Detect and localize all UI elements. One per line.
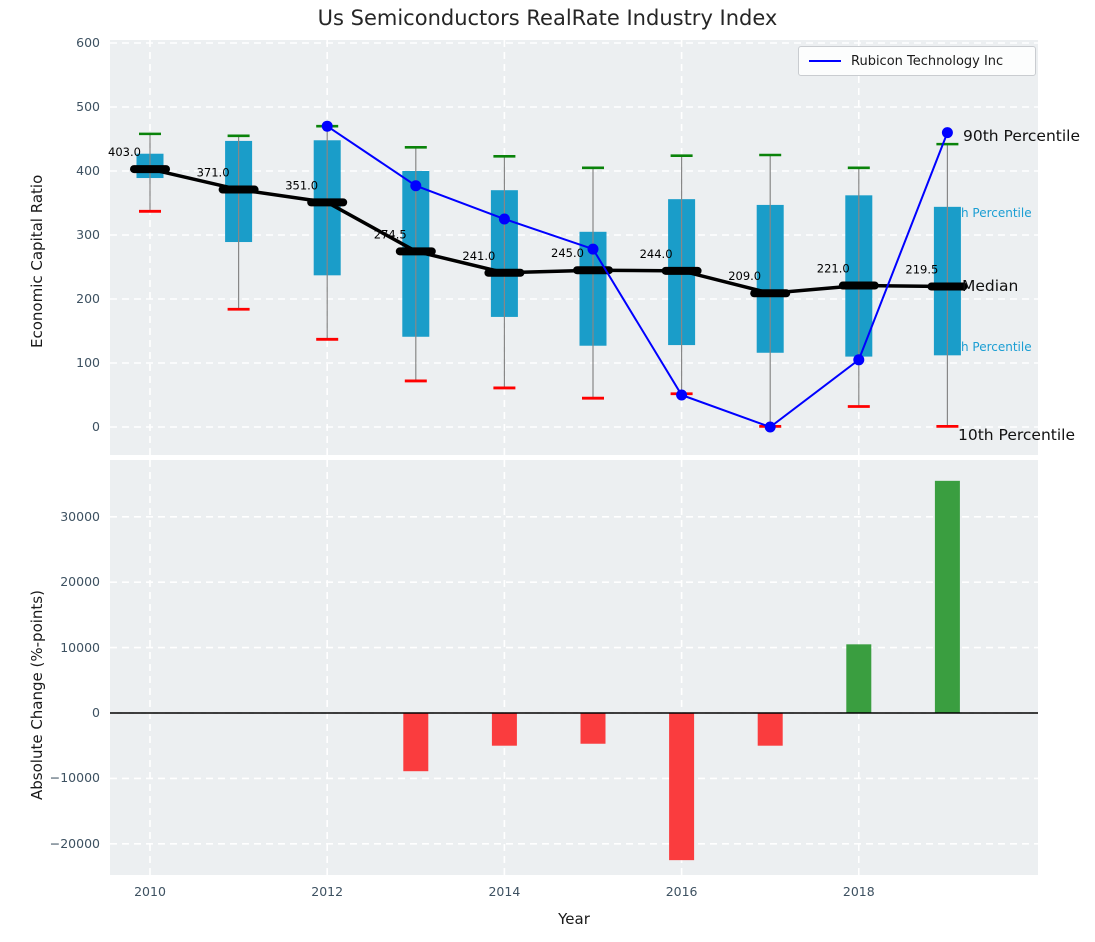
bar-2018[interactable]: [846, 644, 872, 713]
bar-2019[interactable]: [934, 480, 960, 713]
xtick-2018: 2018: [842, 884, 875, 899]
bottom-y-axis-label: Absolute Change (%-points): [28, 590, 46, 800]
top-ytick-200: 200: [76, 291, 100, 306]
median-label-2011: 371.0: [197, 166, 230, 180]
median-label-2012: 351.0: [285, 178, 318, 192]
top-ytick-600: 600: [76, 35, 100, 50]
annotation-10th-percentile: 10th Percentile: [958, 426, 1075, 444]
annotation-90th-percentile: 90th Percentile: [963, 127, 1080, 145]
xtick-2012: 2012: [311, 884, 344, 899]
median-label-2010: 403.0: [108, 145, 141, 159]
bar-2014[interactable]: [491, 713, 517, 746]
top-ytick-500: 500: [76, 99, 100, 114]
rubicon-point-2016[interactable]: [676, 389, 688, 401]
median-line: [149, 167, 948, 296]
rubicon-point-2012[interactable]: [321, 120, 333, 132]
rubicon-line[interactable]: [326, 125, 949, 429]
rubicon-point-2017[interactable]: [764, 421, 776, 433]
xtick-2016: 2016: [665, 884, 698, 899]
legend[interactable]: Rubicon Technology Inc: [798, 46, 1036, 76]
rubicon-point-2014[interactable]: [498, 213, 510, 225]
median-label-2016: 244.0: [640, 247, 673, 261]
chart-title: Us Semiconductors RealRate Industry Inde…: [317, 6, 778, 30]
rubicon-point-2018[interactable]: [853, 354, 865, 366]
median-label-2017: 209.0: [728, 269, 761, 283]
bottom-panel: [110, 460, 1038, 875]
bar-2015[interactable]: [580, 713, 606, 744]
median-label-2015: 245.0: [551, 246, 584, 260]
annotation-median: Median: [962, 277, 1018, 295]
top-ytick-0: 0: [92, 419, 100, 434]
xtick-2014: 2014: [488, 884, 521, 899]
legend-label: Rubicon Technology Inc: [851, 53, 1004, 69]
bottom-ytick-−20000: −20000: [49, 835, 100, 851]
bottom-ytick-0: 0: [92, 705, 100, 720]
median-label-2014: 241.0: [462, 249, 495, 263]
median-label-2019: 219.5: [905, 263, 938, 277]
bottom-ytick-20000: 20000: [60, 574, 100, 590]
median-label-2013: 274.5: [374, 227, 407, 241]
annotation-25th-percentile: 25th Percentile: [941, 340, 1032, 354]
xtick-2010: 2010: [134, 884, 166, 899]
bar-2017[interactable]: [757, 713, 783, 746]
legend-line-sample: [809, 60, 841, 62]
annotation-75th-percentile: 75th Percentile: [941, 206, 1032, 220]
rubicon-point-2019[interactable]: [941, 127, 953, 139]
bottom-ytick-10000: 10000: [60, 639, 100, 655]
top-panel: 75th Percentile 25th Percentile 403.0 371.0…: [108, 40, 1080, 455]
x-axis-label: Year: [558, 910, 590, 928]
median-label-2018: 221.0: [817, 262, 850, 276]
bar-2013[interactable]: [403, 713, 429, 772]
rubicon-point-2015[interactable]: [587, 243, 599, 255]
top-ytick-100: 100: [76, 355, 100, 370]
bottom-ytick-30000: 30000: [60, 508, 100, 524]
top-y-axis-label: Economic Capital Ratio: [28, 174, 46, 348]
bar-2016[interactable]: [669, 713, 695, 861]
top-ytick-300: 300: [76, 227, 100, 242]
rubicon-point-2013[interactable]: [410, 180, 422, 192]
bottom-ytick-−10000: −10000: [49, 770, 100, 786]
top-ytick-400: 400: [76, 163, 100, 178]
